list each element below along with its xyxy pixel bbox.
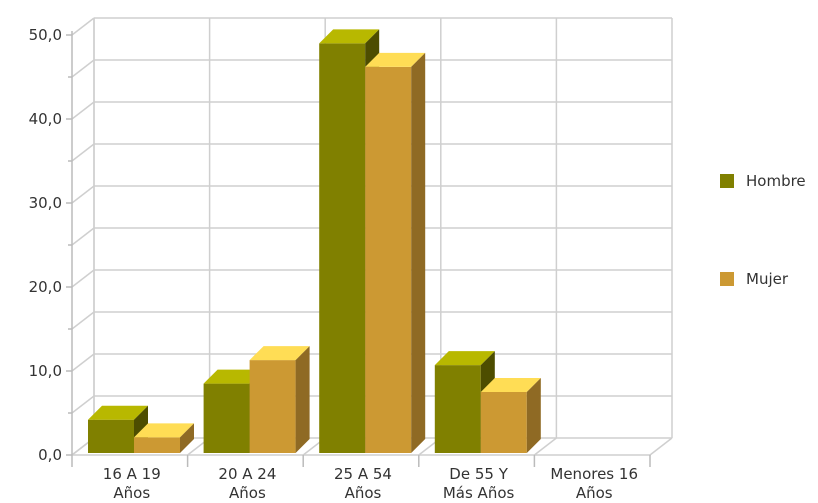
bar-mujer-3: [480, 378, 541, 453]
x-tick-label: Años: [576, 484, 613, 502]
x-tick-label: Más Años: [443, 484, 515, 502]
y-tick-label: 20,0: [29, 278, 62, 296]
legend-label-mujer: Mujer: [746, 270, 789, 288]
bar-side: [180, 423, 194, 453]
x-tick-label: Menores 16: [550, 465, 638, 483]
gridline-diag: [71, 17, 95, 36]
bar-top: [434, 351, 495, 366]
floor-line: [649, 437, 673, 456]
bar-side: [411, 52, 426, 454]
bar-front: [480, 392, 527, 453]
y-tick-label: 50,0: [29, 26, 62, 44]
legend-label-hombre: Hombre: [746, 172, 806, 190]
bar-front: [365, 66, 412, 454]
bar-front: [203, 383, 250, 453]
gridline-diag: [71, 59, 95, 78]
bar-top: [480, 378, 541, 392]
bar-top: [319, 29, 380, 44]
bar-side: [295, 346, 310, 453]
gridline-diag: [71, 353, 95, 372]
bar-front: [319, 43, 366, 454]
bar-side: [526, 378, 541, 453]
legend-item-mujer: Mujer: [720, 270, 788, 288]
bar-top: [249, 346, 310, 361]
bar-top: [88, 405, 148, 420]
x-tick-label: 20 A 24: [218, 465, 276, 483]
gridline-diag: [71, 227, 95, 246]
gridline-diag: [71, 395, 95, 414]
gridline-diag: [71, 185, 95, 204]
legend-swatch-mujer: [720, 272, 734, 286]
bar-top: [365, 52, 426, 67]
legend-swatch-hombre: [720, 174, 734, 188]
bar-top: [134, 423, 194, 438]
bar-mujer-1: [249, 346, 310, 453]
gridline-diag: [71, 311, 95, 330]
gridline-diag: [71, 143, 95, 162]
gridline-diag: [71, 269, 95, 288]
bar-front: [249, 360, 296, 453]
y-tick-label: 10,0: [29, 362, 62, 380]
x-tick-label: 25 A 54: [334, 465, 392, 483]
bar-hombre-0: [88, 405, 148, 453]
x-tick-label: 16 A 19: [103, 465, 161, 483]
bars: [88, 29, 541, 454]
bar-mujer-0: [134, 423, 194, 453]
y-tick-label: 30,0: [29, 194, 62, 212]
x-tick-label: Años: [345, 484, 382, 502]
bar-front: [134, 437, 180, 453]
x-tick-label: Años: [113, 484, 150, 502]
floor-line: [533, 437, 557, 456]
x-tick-label: Años: [229, 484, 266, 502]
x-tick-label: De 55 Y: [449, 465, 508, 483]
bar-mujer-2: [365, 52, 426, 454]
legend-item-hombre: Hombre: [720, 172, 806, 190]
bar-top: [203, 369, 264, 384]
y-tick-label: 0,0: [38, 446, 62, 464]
bar-front: [88, 419, 134, 453]
gridline-diag: [71, 101, 95, 120]
bar-front: [434, 365, 481, 453]
y-tick-label: 40,0: [29, 110, 62, 128]
